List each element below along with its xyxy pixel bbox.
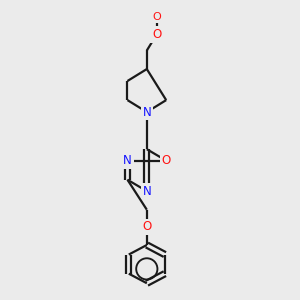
Text: O: O xyxy=(152,28,161,41)
Text: O: O xyxy=(152,12,161,22)
Text: N: N xyxy=(142,106,151,118)
Text: O: O xyxy=(162,154,171,167)
Text: O: O xyxy=(142,220,152,233)
Text: N: N xyxy=(123,154,132,167)
Text: N: N xyxy=(142,184,151,198)
